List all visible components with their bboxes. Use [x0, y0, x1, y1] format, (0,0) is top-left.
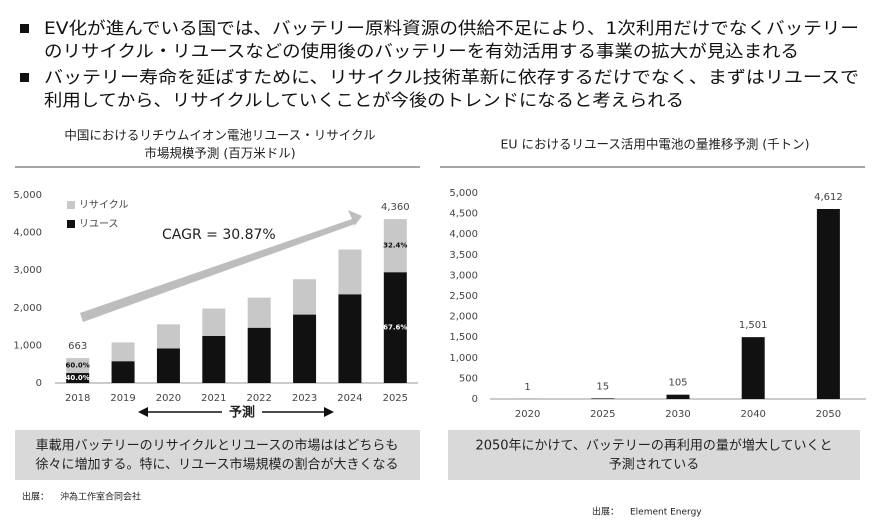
x-tick-label: 2040: [740, 409, 765, 420]
x-tick-label: 2050: [816, 409, 841, 420]
total-label: 4,360: [381, 202, 410, 213]
y-tick-label: 3,000: [449, 270, 478, 281]
bullet-text: バッテリー寿命を延ばすために、リサイクル技術革新に依存するだけでなく、まずはリユ…: [44, 68, 859, 88]
bullet-marker: [20, 73, 29, 82]
note-text: 徐々に増加する。特に、リユース市場規模の割合が大きくなる: [36, 457, 399, 473]
bar-segment: [338, 294, 362, 383]
chart-title: 市場規模予測 (百万米ドル): [144, 146, 295, 161]
y-tick-label: 0: [472, 394, 478, 405]
y-tick-label: 1,000: [13, 340, 42, 351]
bar-segment: [338, 249, 362, 295]
y-tick-label: 2,500: [449, 291, 478, 302]
bar-segment: [66, 373, 90, 383]
y-tick-label: 3,500: [449, 250, 478, 261]
legend-swatch: [67, 220, 75, 228]
legend-swatch: [67, 201, 75, 209]
bar-segment: [66, 358, 90, 374]
value-label: 105: [668, 378, 687, 389]
bar-segment: [247, 297, 271, 328]
bullet-marker: [20, 24, 29, 33]
bar: [816, 208, 840, 399]
x-tick-label: 2025: [590, 409, 615, 420]
source-label: 出展：: [592, 506, 619, 518]
y-tick-label: 5,000: [13, 190, 42, 201]
value-label: 4,612: [814, 192, 843, 203]
bar-segment: [293, 314, 317, 383]
value-label: 1: [524, 382, 530, 393]
share-label: 32.4%: [383, 242, 407, 250]
x-tick-label: 2020: [515, 409, 540, 420]
x-tick-label: 2021: [201, 393, 226, 404]
y-tick-label: 4,000: [449, 229, 478, 240]
y-tick-label: 1,000: [449, 353, 478, 364]
source-label: 出展：: [22, 491, 49, 503]
note-text: 2050年にかけて、バッテリーの再利用の量が増大していくと: [475, 439, 832, 454]
chart-title: 中国におけるリチウムイオン電池リユース・リサイクル: [64, 128, 375, 143]
trend-arrow: [80, 210, 362, 322]
bar-segment: [383, 219, 407, 273]
bullet-text: のリサイクル・リユースなどの使用後のバッテリーを有効活用する事業の拡大が見込まれ…: [44, 41, 799, 62]
y-tick-label: 2,000: [449, 312, 478, 323]
y-tick-label: 3,000: [13, 265, 42, 276]
bar: [666, 394, 690, 399]
y-tick-label: 0: [36, 378, 42, 389]
bar-segment: [111, 342, 135, 362]
share-label: 67.6%: [383, 324, 407, 332]
annotation: CAGR = 30.87%: [162, 227, 276, 243]
x-tick-label: 2023: [292, 393, 317, 404]
y-tick-label: 5,000: [449, 188, 478, 199]
share-label: 60.0%: [66, 362, 90, 370]
note-text: 予測されている: [609, 458, 700, 473]
total-label: 663: [68, 341, 87, 352]
x-tick-label: 2019: [110, 393, 135, 404]
bar-segment: [111, 361, 135, 383]
bar-segment: [247, 327, 271, 383]
x-tick-label: 2020: [156, 393, 181, 404]
axis-arrowhead: [138, 407, 148, 417]
x-tick-label: 2025: [383, 393, 408, 404]
note-box: [15, 430, 420, 480]
y-tick-label: 4,500: [449, 209, 478, 220]
x-tick-label: 2022: [246, 393, 271, 404]
source-text: 沖為工作室合同会社: [60, 491, 141, 503]
y-tick-label: 1,500: [449, 332, 478, 343]
note-text: 車載用バッテリーのリサイクルとリユースの市場ははどちらも: [36, 438, 399, 454]
axis-arrowhead: [324, 407, 334, 417]
bar-segment: [383, 272, 407, 383]
chart-title: EU におけるリユース活用中電池の量推移予測 (千トン): [500, 137, 809, 152]
y-tick-label: 500: [459, 373, 478, 384]
legend-label: リサイクル: [79, 199, 129, 211]
bar-segment: [202, 336, 226, 383]
x-tick-label: 2024: [337, 393, 362, 404]
value-label: 1,501: [739, 320, 768, 331]
bar: [591, 398, 615, 399]
bar-segment: [202, 308, 226, 336]
y-tick-label: 4,000: [13, 228, 42, 239]
bar: [741, 337, 765, 399]
bar-segment: [156, 348, 180, 383]
value-label: 15: [596, 381, 609, 392]
source-text: Element Energy: [630, 508, 702, 518]
note-box: [448, 430, 860, 480]
x-axis-label: 予測: [229, 405, 255, 421]
x-tick-label: 2030: [665, 409, 690, 420]
bar-segment: [293, 279, 317, 315]
share-label: 40.0%: [66, 374, 90, 382]
bar-segment: [156, 324, 180, 349]
y-tick-label: 2,000: [13, 303, 42, 314]
legend-label: リユース: [79, 219, 119, 230]
x-tick-label: 2018: [65, 393, 90, 404]
bullet-text: EV化が進んでいる国では、バッテリー原料資源の供給不足により、1次利用だけでなく…: [44, 19, 859, 39]
bullet-text: 利用してから、リサイクルしていくことが今後のトレンドになると考えられる: [44, 91, 684, 111]
